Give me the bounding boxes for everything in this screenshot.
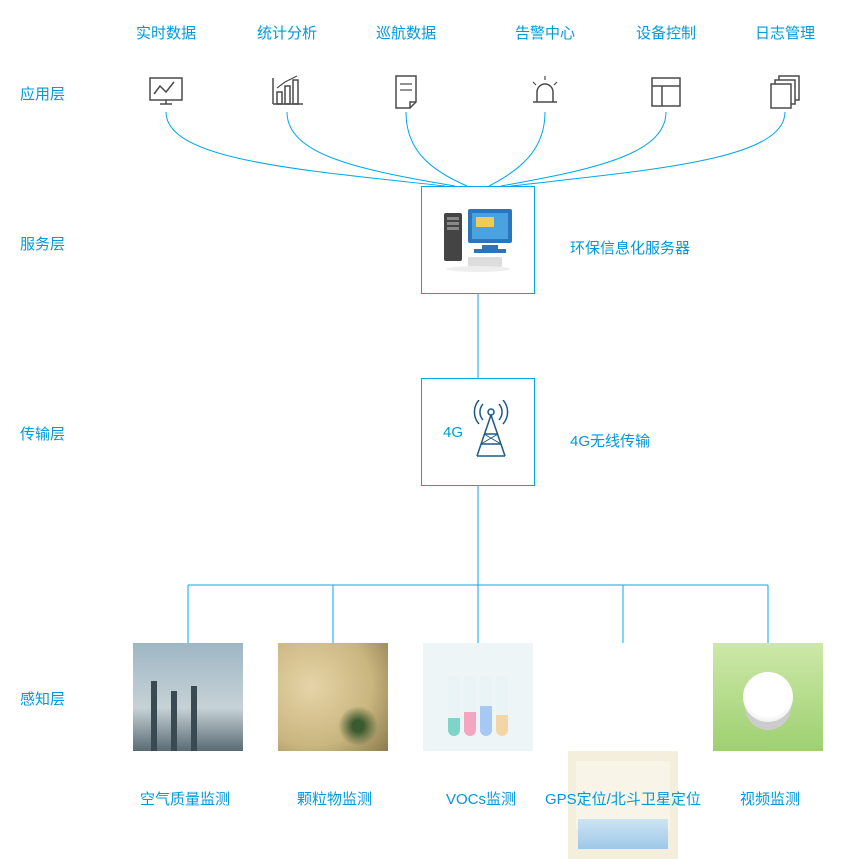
monitor-chart-icon (146, 72, 186, 112)
sensor-label-gps: GPS定位/北斗卫星定位 (545, 788, 701, 809)
app-label-alarm: 告警中心 (505, 22, 585, 43)
document-icon (386, 72, 426, 112)
bar-chart-icon (267, 72, 307, 112)
sensor-label-voc: VOCs监测 (446, 788, 516, 809)
sensor-img-voc (423, 643, 533, 751)
panel-icon (646, 72, 686, 112)
alarm-light-icon (525, 72, 565, 112)
sensor-label-video: 视频监测 (740, 788, 800, 809)
layer-label-tx: 传输层 (20, 423, 65, 444)
layer-label-svc: 服务层 (20, 233, 65, 254)
server-label: 环保信息化服务器 (570, 237, 690, 258)
app-label-log: 日志管理 (745, 22, 825, 43)
tx-4g-text: 4G (443, 424, 463, 441)
pages-icon (765, 72, 805, 112)
sensor-label-air: 空气质量监测 (140, 788, 230, 809)
layer-label-app: 应用层 (20, 83, 65, 104)
sensor-img-pm (278, 643, 388, 751)
sensor-img-air (133, 643, 243, 751)
layer-label-sense: 感知层 (20, 688, 65, 709)
app-label-stats: 统计分析 (247, 22, 327, 43)
sensor-label-pm: 颗粒物监测 (297, 788, 372, 809)
app-label-cruise: 巡航数据 (366, 22, 446, 43)
server-icon (438, 203, 518, 278)
app-label-device: 设备控制 (626, 22, 706, 43)
app-label-realtime: 实时数据 (126, 22, 206, 43)
transmission-box: 4G (421, 378, 535, 486)
sensor-img-video (713, 643, 823, 751)
antenna-tower-icon (469, 400, 513, 465)
server-box (421, 186, 535, 294)
transmission-label: 4G无线传输 (570, 430, 650, 451)
